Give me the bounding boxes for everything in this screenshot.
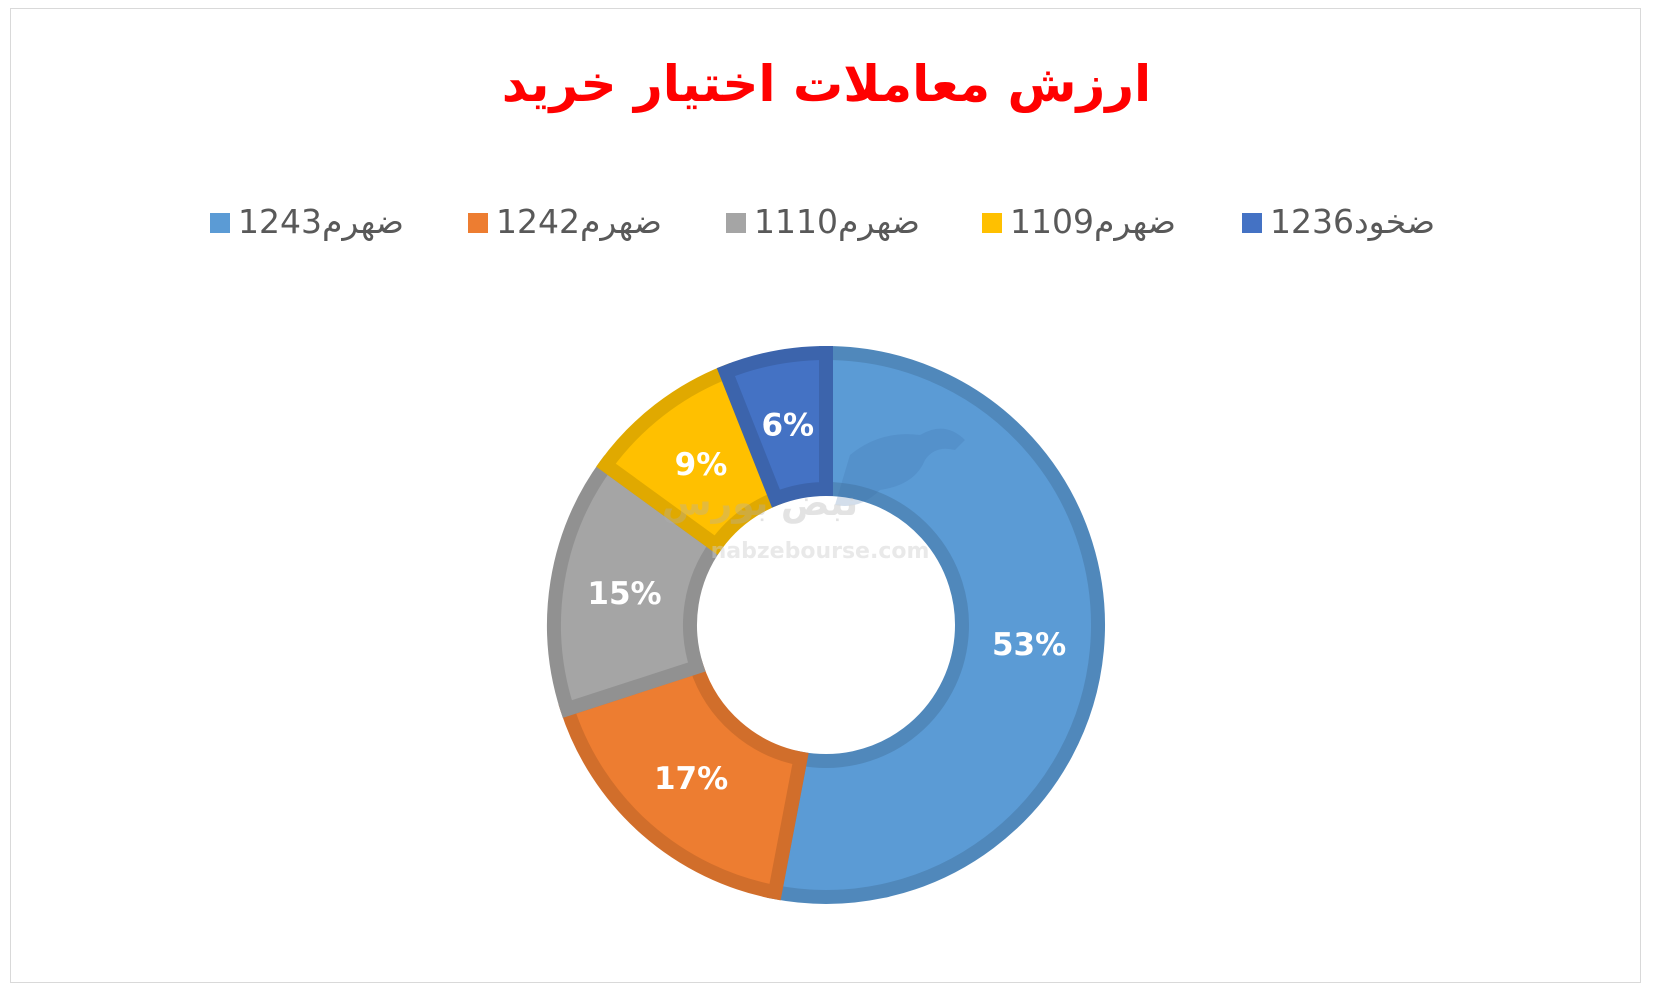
legend-swatch-2 <box>468 213 488 233</box>
donut-slices <box>547 345 1105 904</box>
donut-slice-2 <box>558 658 809 901</box>
legend-swatch-1 <box>210 213 230 233</box>
legend-label-5: ضخود1236 <box>1270 202 1436 241</box>
slice-label-1: 53% <box>992 627 1066 663</box>
donut-slice-5 <box>716 345 833 508</box>
watermark-url-text: nabzebourse.com <box>711 539 930 564</box>
watermark: نبض بورس nabzebourse.com <box>662 428 965 564</box>
chart-title: ارزش معاملات اختیار خرید <box>501 55 1152 113</box>
legend-label-1: ضهرم1243 <box>238 202 404 241</box>
legend-swatch-4 <box>982 213 1002 233</box>
legend-label-2: ضهرم1242 <box>496 202 662 241</box>
slice-label-3: 15% <box>587 576 661 612</box>
legend-swatch-5 <box>1242 213 1262 233</box>
watermark-logo-text: نبض بورس <box>662 483 858 524</box>
slice-label-5: 6% <box>761 408 814 444</box>
legend-label-3: ضهرم1110 <box>754 202 920 241</box>
slice-label-4: 9% <box>675 447 728 483</box>
donut-slice-1 <box>766 345 1105 904</box>
slice-label-2: 17% <box>654 761 728 797</box>
bull-logo-icon <box>835 428 965 506</box>
donut-labels: 53% 17% 15% 9% 6% <box>587 408 1066 797</box>
legend-swatch-3 <box>726 213 746 233</box>
chart-legend: ضهرم1243 ضهرم1242 ضهرم1110 ضهرم1109 ضخود… <box>210 197 1460 247</box>
legend-label-4: ضهرم1109 <box>1010 202 1176 241</box>
